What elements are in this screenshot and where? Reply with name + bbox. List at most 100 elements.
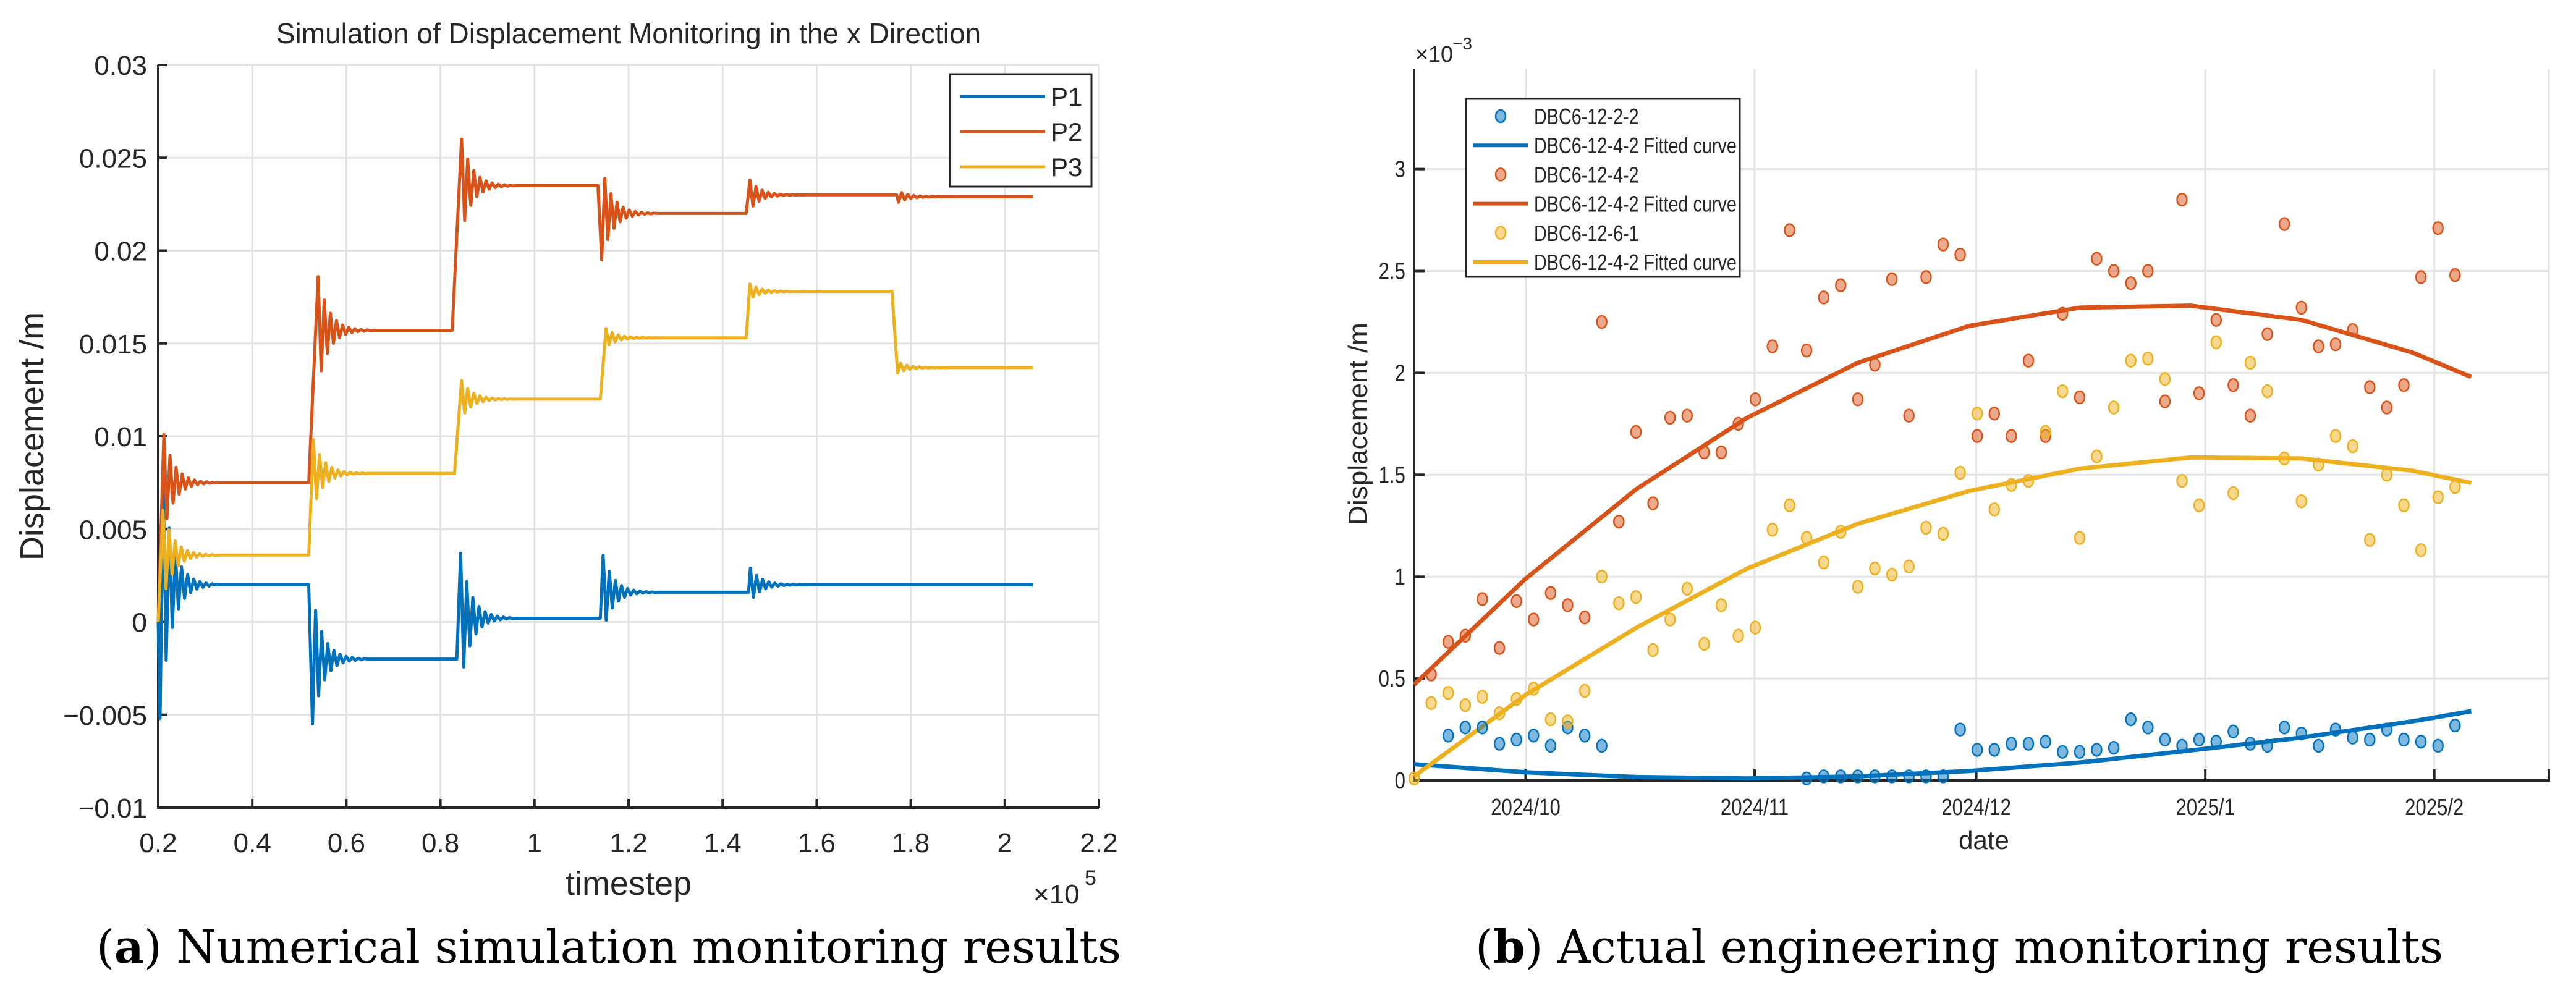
legend-label-p1: P1 [1051, 82, 1082, 111]
chart-a-simulation: 0.2 0.4 0.6 0.8 1 1.2 1.4 1.6 1.8 2 2.2 −0.01 −0.005… [14, 17, 1118, 910]
data-point-dbc6-12-6-1 [1664, 612, 1676, 627]
data-point-dbc6-12-6-1 [1596, 569, 1608, 584]
x-tick-label: 0.2 [139, 828, 177, 858]
data-point-dbc6-12-4-2 [1459, 628, 1472, 643]
legend-label-2: DBC6-12-4-2 [1534, 162, 1639, 187]
x-tick-label: 2024/11 [1721, 795, 1789, 821]
y-tick-label: 0.005 [79, 515, 147, 545]
y-multiplier-exponent: −3 [1452, 34, 1472, 53]
data-point-dbc6-12-4-2 [1596, 315, 1608, 329]
data-point-dbc6-12-4-2 [2210, 313, 2222, 327]
data-point-dbc6-12-6-1 [2022, 473, 2035, 488]
data-point-dbc6-12-4-2 [1544, 586, 1557, 600]
data-point-dbc6-12-6-1 [1698, 636, 1710, 651]
data-point-dbc6-12-4-2 [1647, 496, 1659, 510]
data-point-dbc6-12-4-2 [1562, 598, 1574, 612]
data-point-dbc6-12-4-2 [2449, 268, 2461, 282]
data-point-dbc6-12-6-1 [2056, 384, 2069, 399]
data-point-dbc6-12-6-1 [2415, 543, 2427, 557]
data-point-dbc6-12-2-2 [1869, 769, 1881, 784]
data-point-dbc6-12-4-2 [1425, 667, 1437, 682]
data-point-dbc6-12-6-1 [2329, 429, 2342, 443]
data-point-dbc6-12-6-1 [2210, 335, 2222, 350]
data-point-dbc6-12-6-1 [2108, 400, 2120, 415]
x-multiplier-exponent: 5 [1085, 866, 1096, 890]
data-point-dbc6-12-6-1 [2176, 473, 2188, 488]
y-tick-label: −0.01 [78, 793, 147, 824]
data-point-dbc6-12-4-2 [1886, 272, 1898, 286]
data-point-dbc6-12-4-2 [1698, 445, 1710, 460]
data-point-dbc6-12-2-2 [1578, 729, 1591, 743]
data-point-dbc6-12-4-2 [1630, 425, 1642, 439]
data-point-dbc6-12-6-1 [2261, 384, 2273, 399]
caption-a-text: Numerical simulation monitoring results [161, 921, 1121, 974]
data-point-dbc6-12-6-1 [1442, 685, 1454, 700]
data-point-dbc6-12-4-2 [1442, 635, 1454, 649]
data-point-dbc6-12-4-2 [2227, 378, 2239, 392]
data-point-dbc6-12-6-1 [1459, 698, 1472, 712]
data-point-dbc6-12-4-2 [1732, 416, 1744, 431]
data-point-dbc6-12-6-1 [1630, 590, 1642, 604]
data-point-dbc6-12-2-2 [2040, 735, 2051, 749]
data-point-dbc6-12-2-2 [1835, 769, 1847, 784]
y-tick-label: 1 [1395, 564, 1405, 590]
data-point-dbc6-12-6-1 [1647, 643, 1659, 657]
data-point-dbc6-12-4-2 [2056, 306, 2069, 321]
data-point-dbc6-12-4-2 [1869, 357, 1881, 372]
data-point-dbc6-12-4-2 [2398, 378, 2410, 392]
legend-label-p2: P2 [1051, 117, 1082, 146]
data-point-dbc6-12-6-1 [2449, 480, 2461, 494]
data-point-dbc6-12-4-2 [2381, 400, 2393, 415]
data-point-dbc6-12-4-2 [1903, 408, 1915, 423]
legend-label-p3: P3 [1051, 153, 1082, 182]
legend-box [1465, 98, 1741, 278]
data-point-dbc6-12-4-2 [1800, 343, 1813, 358]
caption-a-label: a [96, 921, 162, 974]
caption-a: a Numerical simulation monitoring result… [96, 921, 1121, 974]
data-point-dbc6-12-4-2 [2278, 217, 2290, 231]
data-point-dbc6-12-4-2 [2125, 276, 2137, 290]
x-tick-label: 2 [998, 828, 1012, 858]
data-point-dbc6-12-4-2 [2176, 192, 2188, 207]
y-tick-label: 1.5 [1379, 462, 1405, 488]
data-point-dbc6-12-2-2 [2142, 721, 2154, 735]
data-point-dbc6-12-4-2 [2415, 270, 2427, 284]
data-point-dbc6-12-2-2 [1971, 743, 1983, 757]
data-point-dbc6-12-2-2 [2227, 724, 2239, 739]
data-point-dbc6-12-2-2 [2125, 712, 2137, 727]
data-point-dbc6-12-4-2 [1749, 392, 1761, 407]
fitted-curve-5 [1412, 455, 2472, 779]
legend-label-1: DBC6-12-4-2 Fitted curve [1534, 133, 1737, 158]
data-point-dbc6-12-6-1 [1493, 706, 1506, 721]
x-axis-label: timestep [566, 865, 692, 902]
data-point-dbc6-12-6-1 [1408, 771, 1420, 785]
data-point-dbc6-12-4-2 [2159, 394, 2171, 408]
data-point-dbc6-12-2-2 [2210, 735, 2222, 749]
legend: DBC6-12-2-2 DBC6-12-4-2 Fitted curve DBC6-… [1465, 98, 1741, 278]
series-line-p3 [156, 282, 1033, 622]
data-point-dbc6-12-4-2 [1681, 408, 1693, 423]
x-tick-label: 0.8 [422, 828, 459, 858]
data-point-dbc6-12-6-1 [1715, 598, 1727, 612]
data-point-dbc6-12-6-1 [1852, 580, 1864, 594]
data-point-dbc6-12-6-1 [2398, 498, 2410, 513]
y-tick-label: 0.01 [94, 422, 147, 452]
data-point-dbc6-12-4-2 [1477, 592, 1488, 606]
data-point-dbc6-12-4-2 [2347, 323, 2358, 337]
data-point-dbc6-12-6-1 [2295, 494, 2308, 509]
data-point-dbc6-12-2-2 [2449, 718, 2461, 733]
data-point-dbc6-12-4-2 [1954, 247, 1966, 262]
data-point-dbc6-12-2-2 [1493, 737, 1506, 751]
data-point-dbc6-12-4-2 [1937, 237, 1949, 252]
legend-marker-0 [1494, 109, 1507, 124]
data-point-dbc6-12-6-1 [1818, 555, 1829, 570]
data-point-dbc6-12-6-1 [1835, 525, 1847, 539]
data-point-dbc6-12-2-2 [1886, 769, 1898, 784]
data-point-dbc6-12-6-1 [1869, 561, 1881, 576]
data-point-dbc6-12-6-1 [2074, 531, 2086, 545]
chart-title: Simulation of Displacement Monitoring in… [276, 17, 981, 49]
data-point-dbc6-12-4-2 [1510, 594, 1522, 609]
data-point-dbc6-12-6-1 [2159, 372, 2171, 386]
data-point-dbc6-12-2-2 [2056, 745, 2069, 759]
